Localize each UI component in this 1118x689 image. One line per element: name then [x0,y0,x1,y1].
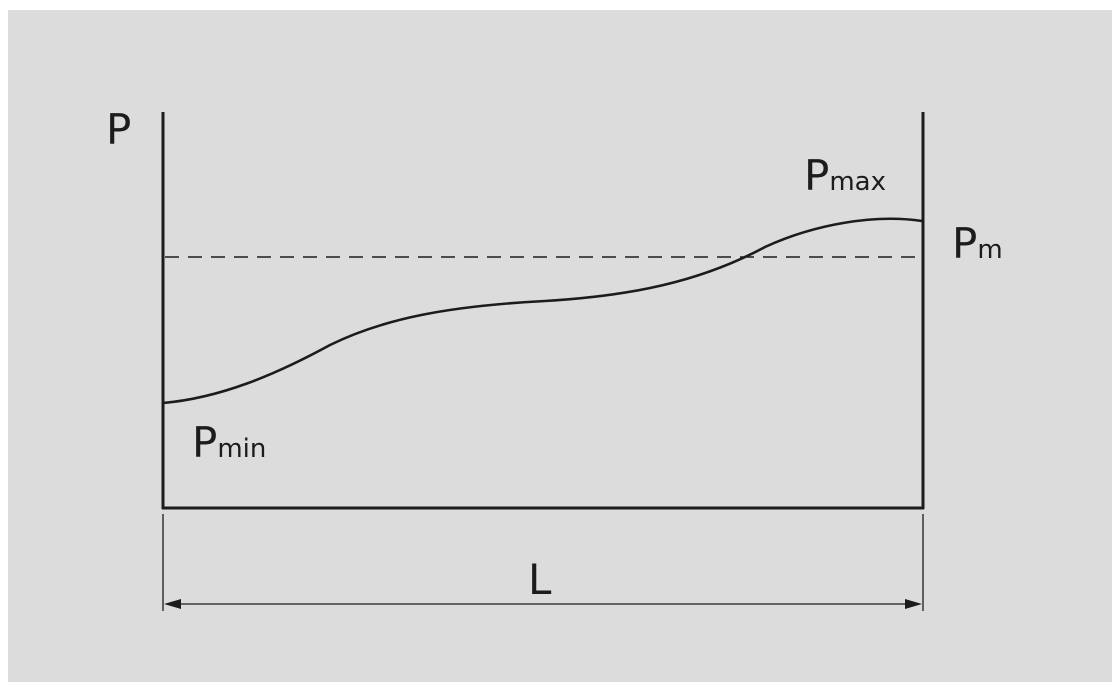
p-min-label: Pmin [192,418,266,467]
p-max-subscript: max [829,167,886,197]
p-min-subscript: min [217,434,266,464]
p-max-label: Pmax [804,151,886,200]
y-axis-label: P [106,105,131,154]
p-max-base: P [804,151,829,200]
dimension-arrow-left [164,599,181,609]
x-dimension-label: L [528,555,552,604]
p-min-base: P [192,418,217,467]
p-m-base: P [952,219,977,268]
diagram-background [8,10,1112,682]
p-m-label: Pm [952,219,1003,268]
p-m-subscript: m [977,235,1002,265]
pressure-curve [162,217,923,405]
dimension-arrow-right [905,599,922,609]
